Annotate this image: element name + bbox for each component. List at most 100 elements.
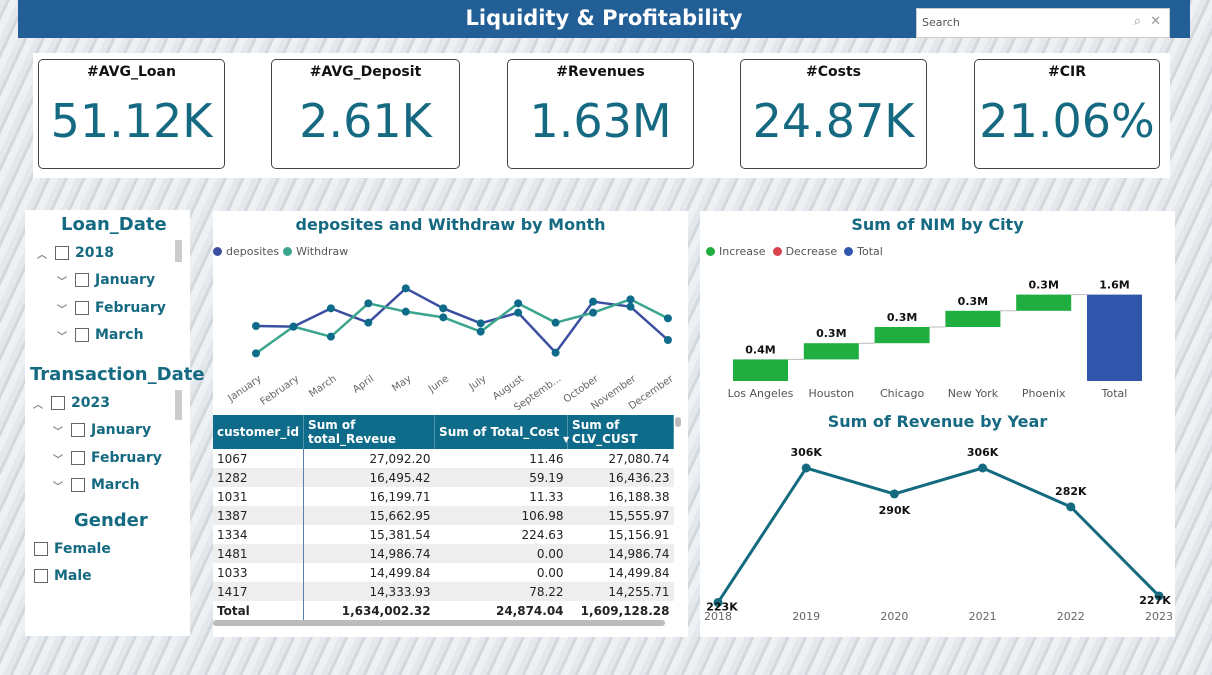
x-tick-label: Phoenix [1022,387,1066,400]
close-icon[interactable]: ✕ [1150,14,1161,29]
column-header[interactable]: Sum of Total_Cost [434,415,569,449]
chevron-down-icon[interactable]: ﹀ [57,276,67,288]
total-cell: 1,634,002.32 [303,601,435,620]
horizontal-scrollbar[interactable] [213,620,665,626]
data-point [439,304,448,313]
column-header[interactable]: Sum of total_Reveue [303,415,436,449]
data-point [801,463,811,473]
header-bar: Liquidity & Profitability Search ⌕ ✕ [18,0,1190,38]
data-label: 223K [706,600,738,613]
table-cell: 14,255.71 [567,582,674,601]
waterfall-bar [733,359,788,381]
legend-dot-icon [706,247,715,256]
slicer-item-2018[interactable]: ︿ 2018 [37,245,114,261]
slicer-item-march[interactable]: ﹀ March [57,327,144,343]
checkbox[interactable] [75,328,89,342]
data-point [252,349,260,358]
checkbox[interactable] [71,478,85,492]
data-point [364,299,373,308]
checkbox[interactable] [75,301,89,315]
table-cell: 15,662.95 [303,506,435,525]
vertical-scrollbar[interactable] [675,417,681,427]
chevron-down-icon[interactable]: ﹀ [53,426,63,438]
table-cell: 14,499.84 [608,565,670,580]
slicer-label: March [91,477,140,493]
legend-dot-icon [772,247,782,256]
data-label: 306K [967,446,999,459]
chevron-down-icon[interactable]: ﹀ [53,454,63,466]
right-panel: Sum of NIM by City Increase Decrease Tot… [700,211,1175,637]
slicer-label: January [95,272,156,288]
slicer-item-february[interactable]: ﹀ February [53,450,162,466]
table-row[interactable]: 1282 16,495.42 59.19 16,436.23 [213,468,674,487]
checkbox[interactable] [51,396,65,410]
x-tick-label: March [307,373,338,399]
table-cell: 106.98 [434,506,568,525]
checkbox[interactable] [34,569,48,583]
table-row[interactable]: 1033 14,499.84 0.00 14,499.84 [213,563,674,582]
legend-label: Increase [719,245,766,258]
slicer-item-male[interactable]: Male [34,568,92,584]
chevron-up-icon[interactable]: ︿ [33,399,43,411]
customer-table: customer_id Sum of total_Reveue Sum of T… [213,415,681,626]
x-tick-label: January [226,373,264,404]
x-tick-label: 2022 [1057,610,1085,623]
data-point [326,332,335,341]
chevron-down-icon[interactable]: ﹀ [53,481,63,493]
waterfall-bar [874,327,930,344]
kpi-value: 51.12K [50,94,213,148]
checkbox[interactable] [55,246,69,260]
kpi-card-costs: #Costs 24.87K [740,59,927,169]
checkbox[interactable] [34,542,48,556]
slicer-item-march[interactable]: ﹀ March [53,477,140,493]
x-tick-label: Chicago [880,387,924,400]
data-point [1066,502,1076,512]
legend-label: Withdraw [296,245,349,258]
checkbox[interactable] [71,423,85,437]
data-label: 1.6M [1099,279,1129,292]
kpi-value: 24.87K [752,94,915,148]
kpi-value: 1.63M [529,94,672,148]
slicer-label: March [95,327,144,343]
center-panel: deposites and Withdraw by Month deposite… [213,211,688,637]
chevron-down-icon[interactable]: ﹀ [57,331,67,343]
slicer-item-february[interactable]: ﹀ February [57,300,166,316]
data-point [713,597,723,607]
scrollbar[interactable] [175,390,182,420]
slicer-item-january[interactable]: ﹀ January [57,272,155,288]
table-cell: 11.46 [529,451,564,466]
table-row[interactable]: 1387 15,662.95 106.98 15,555.97 [213,506,674,525]
search-placeholder: Search [922,16,960,29]
table-cell: 14,986.74 [303,544,435,563]
chevron-up-icon[interactable]: ︿ [37,249,47,261]
checkbox[interactable] [75,273,89,287]
column-header[interactable]: customer_id [213,415,305,449]
table-cell: 1067 [213,449,305,468]
data-point [551,318,560,327]
search-icon[interactable]: ⌕ [1133,14,1141,29]
scrollbar[interactable] [175,240,182,262]
table-row[interactable]: 1334 15,381.54 224.63 15,156.91 [213,525,674,544]
revenue-line [716,466,1161,604]
chevron-down-icon[interactable]: ﹀ [57,304,67,316]
kpi-card-avg-loan: #AVG_Loan 51.12K [38,59,225,169]
kpi-value: 2.61K [299,94,432,148]
slicer-item-2023[interactable]: ︿ 2023 [33,395,110,411]
table-row[interactable]: 1031 16,199.71 11.33 16,188.38 [213,487,674,506]
table-row[interactable]: 1481 14,986.74 0.00 14,986.74 [213,544,674,563]
table-cell: 15,555.97 [567,506,674,525]
data-point [626,295,635,304]
data-label: 290K [879,504,911,517]
table-row[interactable]: 1417 14,333.93 78.22 14,255.71 [213,582,674,601]
table-row[interactable]: 1067 27,092.20 11.46 27,080.74 [213,449,674,468]
slicer-item-january[interactable]: ﹀ January [53,422,151,438]
checkbox[interactable] [71,451,85,465]
column-header-sorted[interactable]: Sum of CLV_CUST ▼ [563,415,674,449]
slicer-item-female[interactable]: Female [34,541,111,557]
kpi-card-avg-deposit: #AVG_Deposit 2.61K [271,59,460,169]
search-input[interactable]: Search ⌕ ✕ [916,8,1170,38]
x-tick-label: New York [948,387,999,400]
data-point [401,284,410,293]
table-cell: 16,495.42 [303,468,435,487]
